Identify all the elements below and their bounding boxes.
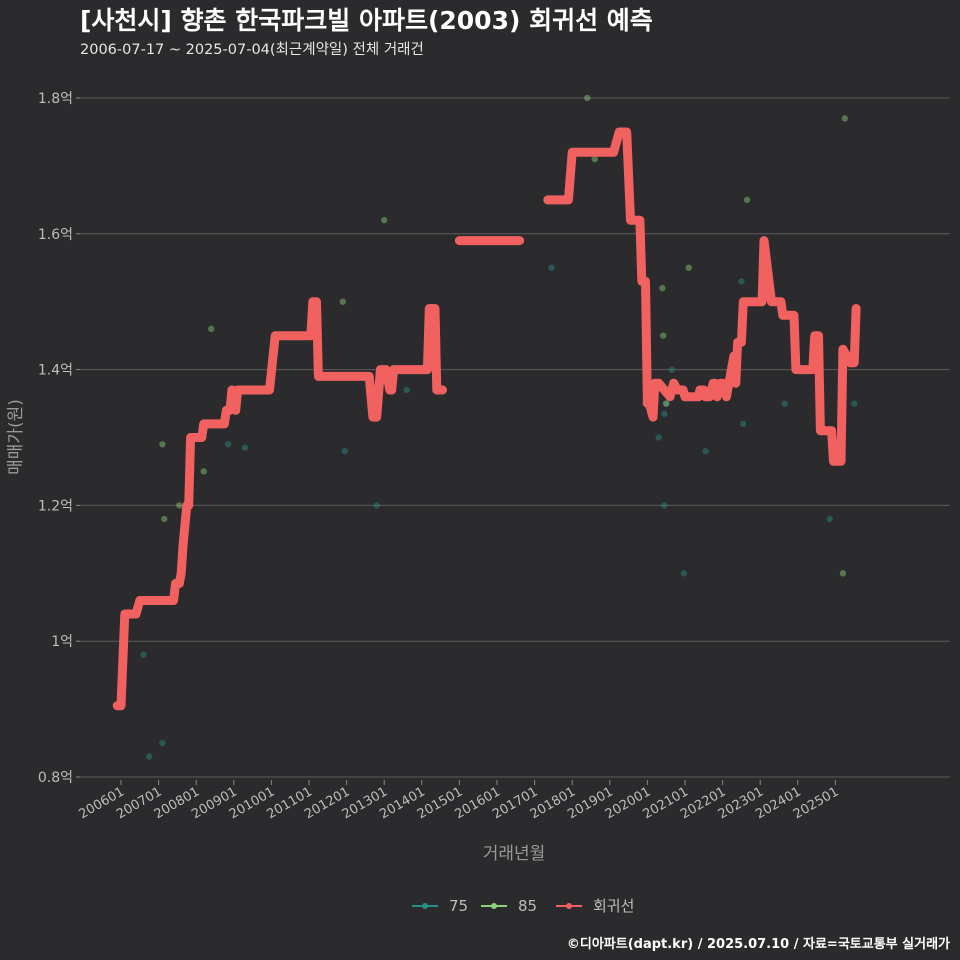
point-75-0 (140, 651, 147, 658)
point-75-20 (663, 400, 670, 407)
point-75-6 (373, 502, 380, 509)
point-75-19 (661, 502, 668, 509)
point-85-12 (685, 264, 692, 271)
point-75-4 (241, 444, 249, 451)
point-75-8 (655, 434, 662, 441)
point-75-9 (661, 410, 668, 417)
legend-label-0: 75 (449, 897, 468, 915)
point-75-14 (740, 420, 747, 428)
chart-caption: ©디아파트(dapt.kr) / 2025.07.10 / 자료=국토교통부 실… (567, 936, 950, 952)
point-85-2 (176, 502, 183, 509)
y-tick-label-3: 1.4억 (38, 363, 73, 379)
gridlines (80, 97, 950, 778)
point-85-15 (839, 570, 847, 577)
point-75-2 (159, 739, 166, 747)
point-75-13 (738, 278, 745, 285)
point-75-7 (403, 386, 410, 394)
point-75-17 (826, 515, 833, 523)
y-axis-ticks: 0.8억 1억 1.2억 1.4억 1.6억 1.8억 (38, 91, 80, 786)
point-75-1 (146, 753, 153, 760)
chart-title: [사천시] 향촌 한국파크빌 아파트(2003) 회귀선 예측 (80, 6, 653, 35)
point-75-15 (781, 400, 788, 407)
legend-marker-0 (422, 903, 428, 909)
point-75-12 (702, 447, 709, 455)
x-axis-ticks: 2006012007012008012009012010012011012012… (77, 780, 841, 822)
regression-line-series (112, 127, 861, 711)
point-85-9 (659, 284, 666, 292)
point-85-13 (743, 196, 751, 204)
y-tick-label-1: 1억 (51, 634, 73, 650)
legend: 75 85 회귀선 (412, 897, 634, 915)
legend-label-1: 85 (518, 897, 537, 915)
scatter-series-75 (140, 264, 858, 760)
chart-subtitle: 2006-07-17 ~ 2025-07-04(최근계약일) 전체 거래건 (80, 41, 424, 58)
point-85-10 (659, 332, 667, 339)
point-85-1 (161, 515, 168, 523)
y-tick-label-0: 0.8억 (38, 770, 73, 786)
point-85-3 (200, 468, 207, 475)
y-tick-label-4: 1.6억 (38, 227, 73, 243)
point-85-0 (159, 441, 166, 448)
point-75-5 (341, 447, 348, 455)
point-75-18 (851, 400, 858, 407)
point-75-22 (548, 264, 555, 271)
x-axis-label: 거래년월 (483, 844, 546, 864)
legend-marker-1 (491, 903, 497, 909)
point-75-10 (668, 366, 676, 373)
point-75-3 (224, 441, 232, 448)
point-85-7 (584, 94, 591, 102)
point-85-4 (208, 325, 215, 333)
y-tick-label-5: 1.8억 (38, 91, 73, 107)
point-75-11 (680, 570, 688, 577)
point-85-8 (591, 155, 598, 163)
legend-label-2: 회귀선 (593, 897, 634, 915)
regression-segment-2 (543, 127, 861, 466)
regression-segment-0 (112, 297, 447, 711)
point-85-6 (381, 217, 388, 224)
point-85-11 (663, 400, 670, 407)
y-axis-label: 매매가(원) (6, 399, 26, 475)
point-85-5 (339, 298, 347, 305)
y-tick-label-2: 1.2억 (38, 498, 73, 514)
legend-marker-2 (566, 903, 572, 909)
scatter-series-85 (159, 94, 848, 577)
point-85-14 (841, 115, 848, 122)
